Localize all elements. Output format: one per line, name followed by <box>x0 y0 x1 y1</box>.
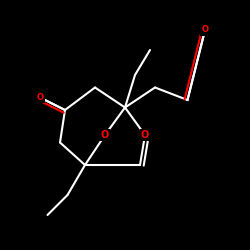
Text: O: O <box>36 93 44 102</box>
Text: O: O <box>141 130 149 140</box>
Text: O: O <box>202 26 208 35</box>
Text: O: O <box>101 130 109 140</box>
